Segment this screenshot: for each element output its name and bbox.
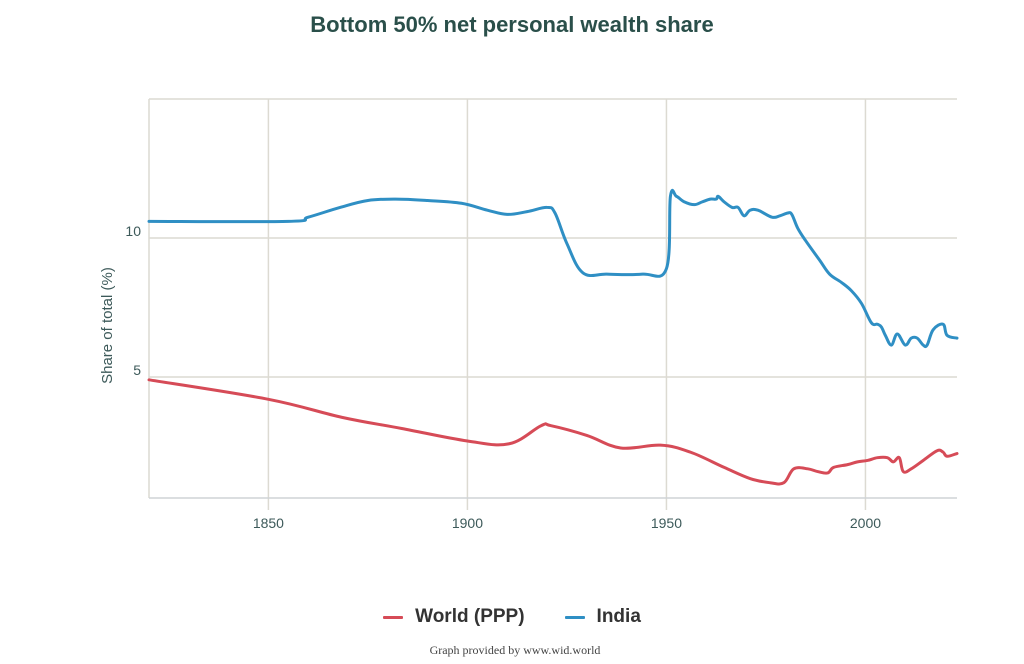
series-lines (147, 188, 959, 486)
axes (148, 99, 957, 499)
chart-area: 1850 1900 1950 2000 5 10 Share of total (%) (99, 98, 959, 531)
series-line-world-ppp (147, 378, 959, 486)
series-line-india (147, 188, 959, 349)
legend-item-india[interactable]: India (564, 606, 641, 628)
x-tick-label: 1900 (452, 515, 483, 531)
y-tick-label: 10 (125, 223, 141, 239)
gridlines (149, 98, 957, 510)
y-tick-label: 5 (133, 362, 141, 378)
legend: World (PPP) India (0, 606, 1024, 628)
y-tick-labels: 5 10 (125, 223, 141, 378)
legend-swatch-india (564, 615, 585, 619)
legend-item-world[interactable]: World (PPP) (383, 606, 525, 628)
legend-label-world: World (PPP) (415, 606, 525, 627)
x-tick-labels: 1850 1900 1950 2000 (253, 515, 881, 531)
x-tick-label: 1950 (651, 515, 682, 531)
x-tick-label: 2000 (850, 515, 881, 531)
legend-label-india: India (596, 606, 641, 627)
x-tick-label: 1850 (253, 515, 284, 531)
credit-footer: Graph provided by www.wid.world (429, 643, 601, 657)
legend-swatch-world (383, 615, 404, 619)
chart-title: Bottom 50% net personal wealth share (310, 12, 714, 37)
y-axis-label: Share of total (%) (99, 267, 116, 384)
